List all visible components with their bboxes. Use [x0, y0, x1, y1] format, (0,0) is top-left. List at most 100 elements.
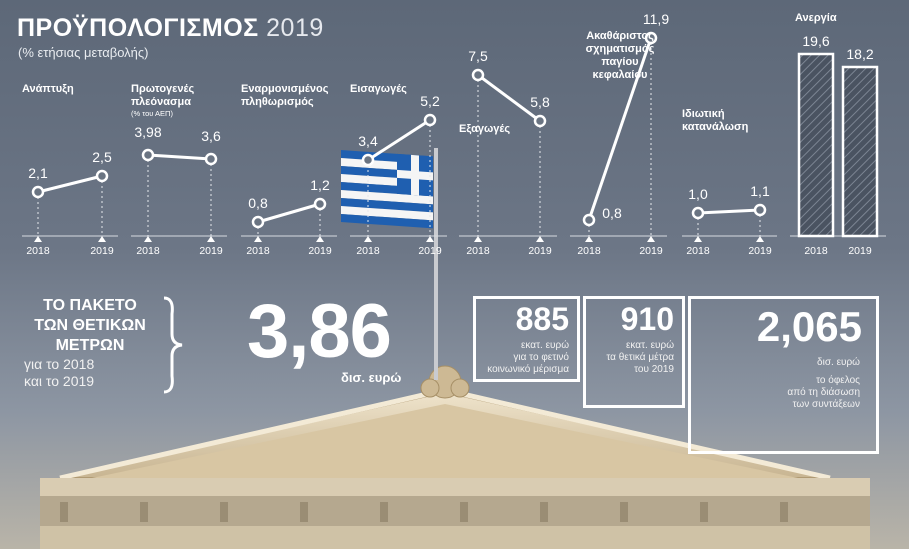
x-tick-label: 2018	[136, 245, 160, 257]
data-label: 19,6	[802, 33, 829, 49]
data-point	[251, 215, 265, 229]
bar-chart-panel	[790, 52, 886, 238]
axis-tick-marker	[756, 236, 764, 242]
line-chart-panel	[22, 169, 118, 242]
package-title-line: ΤΟ ΠΑΚΕΤΟ	[43, 297, 137, 314]
panel-label: πληθωρισμός	[241, 96, 314, 108]
package-title-line: ΜΕΤΡΩΝ	[55, 337, 125, 354]
data-label: 1,1	[750, 183, 770, 199]
axis-tick-marker	[364, 236, 372, 242]
x-tick-label: 2019	[639, 245, 663, 257]
x-tick-label: 2018	[466, 245, 490, 257]
package-total: 3,86	[247, 289, 392, 374]
x-tick-label: 2018	[246, 245, 270, 257]
curly-brace-icon	[163, 296, 183, 394]
data-label: 2,5	[92, 149, 112, 165]
box-text: για το φετινό	[513, 352, 569, 363]
axis-tick-marker	[207, 236, 215, 242]
x-tick-label: 2019	[90, 245, 114, 257]
data-label: 0,8	[602, 205, 622, 221]
data-point	[141, 148, 155, 162]
data-label: 7,5	[468, 48, 488, 64]
data-point	[582, 213, 596, 227]
panel-label: Εξαγωγές	[459, 123, 510, 135]
panel-label: Ανάπτυξη	[22, 83, 74, 95]
axis-tick-marker	[585, 236, 593, 242]
x-tick-label: 2019	[528, 245, 552, 257]
data-point	[361, 153, 375, 167]
axis-tick-marker	[316, 236, 324, 242]
social-dividend-box: 885 εκατ. ευρώ για το φετινό κοινωνικό μ…	[473, 296, 580, 382]
box-value: 910	[620, 301, 674, 337]
panel-label-note: (% του ΑΕΠ)	[131, 109, 173, 118]
x-tick-label: 2019	[418, 245, 442, 257]
box-text: κοινωνικό μέρισμα	[487, 364, 569, 375]
series-line	[147, 153, 212, 161]
box-unit: εκατ. ευρώ	[625, 340, 674, 351]
data-point	[471, 68, 485, 82]
x-tick-label: 2018	[356, 245, 380, 257]
x-tick-label: 2019	[748, 245, 772, 257]
panel-label: πλεόνασμα	[131, 96, 191, 108]
data-point	[31, 185, 45, 199]
box-value: 2,065	[756, 303, 862, 350]
panel-label: σχηματισμός	[586, 43, 655, 55]
axis-tick-marker	[536, 236, 544, 242]
bar	[841, 65, 879, 238]
data-point	[533, 114, 547, 128]
series-line	[697, 208, 761, 215]
pension-savings-box: 2,065 δισ. ευρώ το όφελος από τη διάσωση…	[688, 296, 879, 454]
data-label: 3,6	[201, 128, 221, 144]
box-value: 885	[515, 301, 569, 337]
series-line	[587, 37, 653, 221]
box-unit: εκατ. ευρώ	[520, 340, 569, 351]
axis-tick-marker	[254, 236, 262, 242]
panel-label: Πρωτογενές	[131, 83, 194, 95]
series-line	[477, 73, 541, 123]
axis-tick-marker	[426, 236, 434, 242]
x-tick-label: 2018	[577, 245, 601, 257]
package-total-unit: δισ. ευρώ	[341, 370, 402, 385]
series-line	[367, 118, 431, 162]
data-point	[753, 203, 767, 217]
box-text: από τη διάσωση	[787, 387, 860, 398]
x-tick-label: 2019	[308, 245, 332, 257]
package-title-line: ΤΩΝ ΘΕΤΙΚΩΝ	[34, 317, 146, 334]
positive-measures-box: 910 εκατ. ευρώ τα θετικά μέτρα του 2019	[583, 296, 685, 408]
line-chart-panel	[459, 68, 557, 242]
data-label: 1,2	[310, 177, 330, 193]
data-label: 2,1	[28, 165, 48, 181]
panel-label: Ανεργία	[795, 12, 837, 24]
series-line	[257, 202, 321, 224]
data-label: 0,8	[248, 195, 268, 211]
axis-tick-marker	[98, 236, 106, 242]
data-label: 11,9	[643, 11, 669, 27]
package-subtitle-line: και το 2019	[24, 373, 95, 389]
data-label: 5,8	[530, 94, 550, 110]
panel-label: κατανάλωση	[682, 121, 749, 133]
box-text: τα θετικά μέτρα	[606, 352, 674, 363]
page-title: ΠΡΟΫΠΟΛΟΓΙΣΜΟΣ 2019	[17, 14, 324, 43]
data-point	[95, 169, 109, 183]
x-tick-label: 2018	[686, 245, 710, 257]
data-point	[691, 206, 705, 220]
axis-tick-marker	[474, 236, 482, 242]
data-point	[313, 197, 327, 211]
package-subtitle: για το 2018 και το 2019	[24, 356, 94, 390]
axis-tick-marker	[647, 236, 655, 242]
line-chart-panel	[682, 203, 777, 242]
package-subtitle-line: για το 2018	[24, 356, 95, 372]
box-text: του 2019	[634, 364, 674, 375]
box-unit: δισ. ευρώ	[817, 357, 860, 368]
page-subtitle: (% ετήσιας μεταβολής)	[18, 45, 149, 60]
axis-tick-marker	[694, 236, 702, 242]
series-line	[37, 174, 103, 194]
line-chart-panel	[241, 197, 337, 242]
panel-label: Εισαγωγές	[350, 83, 407, 95]
line-chart-panel	[570, 31, 667, 242]
bar	[797, 52, 835, 238]
panel-label: Εναρμονισμένος	[241, 83, 329, 95]
x-tick-label: 2019	[199, 245, 223, 257]
